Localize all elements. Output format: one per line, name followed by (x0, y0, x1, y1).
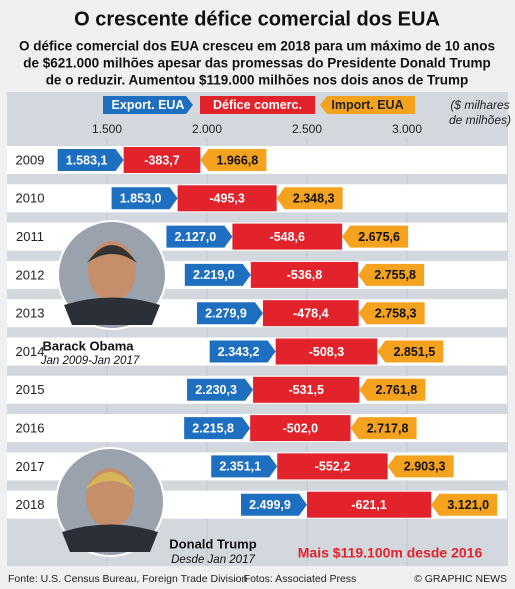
deficit-label: -383,7 (144, 153, 179, 167)
y-tick-label: 2009 (16, 152, 45, 167)
photo-term: Jan 2009-Jan 2017 (40, 355, 140, 367)
photo-suit (62, 524, 158, 552)
deficit-label: -508,3 (309, 345, 344, 359)
y-tick-label: 2014 (16, 344, 45, 359)
deficit-bar (253, 376, 360, 403)
import-marker (276, 187, 343, 210)
unit-label: de milhões) (449, 113, 511, 127)
export-marker (184, 263, 251, 286)
unit-label: ($ milhares (450, 98, 509, 112)
export-marker (166, 225, 233, 248)
import-marker (387, 455, 454, 478)
subtitle: O défice comercial dos EUA cresceu em 20… (19, 39, 495, 54)
deficit-bar (123, 147, 201, 173)
subtitle: de o reduzir. Aumentou $119.000 milhões … (46, 73, 469, 88)
import-label: 2.903,3 (404, 460, 446, 474)
import-marker (200, 149, 267, 171)
import-label: 2.851,5 (393, 345, 435, 359)
import-label: 2.348,3 (293, 192, 335, 206)
x-tick-label: 1.500 (92, 122, 122, 136)
deficit-bar (250, 261, 359, 288)
import-marker (431, 493, 498, 516)
import-label: 2.755,8 (374, 268, 416, 282)
export-label: 2.499,9 (249, 498, 291, 512)
export-label: 2.343,2 (218, 345, 260, 359)
y-tick-label: 2018 (16, 497, 45, 512)
export-label: 1.853,0 (120, 192, 162, 206)
chart-title: O crescente défice comercial dos EUA (74, 8, 440, 30)
footer-source: Fonte: U.S. Census Bureau, Foreign Trade… (8, 573, 247, 585)
deficit-label: -536,8 (287, 268, 322, 282)
annotation: Mais $119.100m desde 2016 (298, 545, 483, 561)
import-marker (342, 225, 409, 248)
deficit-label: -478,4 (293, 306, 328, 320)
import-label: 2.758,3 (375, 306, 417, 320)
photo-hair (85, 472, 135, 490)
deficit-bar (250, 415, 351, 442)
deficit-label: -502,0 (283, 421, 318, 435)
y-tick-label: 2010 (16, 191, 45, 206)
deficit-bar (177, 185, 277, 212)
import-label: 3.121,0 (447, 498, 489, 512)
deficit-label: -552,2 (315, 460, 350, 474)
export-marker (57, 149, 124, 171)
y-tick-label: 2012 (16, 267, 45, 282)
import-marker (358, 302, 425, 325)
legend-label: Défice comerc. (213, 98, 302, 112)
export-label: 2.351,1 (219, 460, 261, 474)
export-label: 2.279,9 (205, 306, 247, 320)
legend-label: Export. EUA (112, 98, 185, 112)
export-marker (211, 455, 278, 478)
y-tick-label: 2017 (16, 459, 45, 474)
legend-swatch (103, 96, 193, 114)
y-tick-label: 2013 (16, 306, 45, 321)
export-label: 1.583,1 (66, 153, 108, 167)
x-tick-label: 2.500 (292, 122, 322, 136)
y-tick-label: 2016 (16, 421, 45, 436)
x-tick-label: 2.000 (192, 122, 222, 136)
y-tick-label: 2011 (16, 229, 44, 244)
footer-photos: Fotos: Associated Press (244, 573, 357, 585)
deficit-label: -531,5 (288, 383, 323, 397)
legend-label: Import. EUA (331, 98, 403, 112)
import-marker (350, 417, 417, 440)
photo-name: Barack Obama (42, 338, 134, 353)
import-label: 2.675,6 (358, 230, 400, 244)
deficit-bar (275, 338, 378, 365)
deficit-label: -548,6 (270, 230, 305, 244)
deficit-bar (277, 453, 388, 480)
import-label: 1.966,8 (217, 153, 259, 167)
export-label: 2.219,0 (193, 268, 235, 282)
export-label: 2.215,8 (192, 421, 234, 435)
deficit-bar (262, 300, 359, 327)
photo-term: Desde Jan 2017 (171, 554, 255, 566)
import-marker (377, 340, 444, 363)
import-marker (358, 263, 425, 286)
export-marker (184, 417, 251, 440)
x-tick-label: 3.000 (392, 122, 422, 136)
photo-name: Donald Trump (169, 536, 256, 551)
import-label: 2.717,8 (367, 421, 409, 435)
import-label: 2.761,8 (376, 383, 418, 397)
deficit-bar (232, 223, 343, 250)
export-label: 2.127,0 (175, 230, 217, 244)
export-marker (187, 378, 254, 401)
export-marker (196, 302, 263, 325)
y-tick-label: 2015 (16, 382, 45, 397)
photo-suit (64, 297, 160, 325)
export-label: 2.230,3 (195, 383, 237, 397)
legend-swatch (320, 96, 415, 114)
export-marker (209, 340, 276, 363)
deficit-label: -495,3 (209, 192, 244, 206)
photo-hair (87, 245, 137, 263)
export-marker (111, 187, 178, 210)
footer-credit: © GRAPHIC NEWS (414, 573, 507, 585)
subtitle: de $621.000 milhões apesar das promessas… (23, 56, 490, 71)
deficit-label: -621,1 (351, 498, 386, 512)
export-marker (240, 493, 307, 516)
deficit-bar (306, 491, 432, 518)
import-marker (359, 378, 426, 401)
legend-swatch (200, 96, 315, 114)
